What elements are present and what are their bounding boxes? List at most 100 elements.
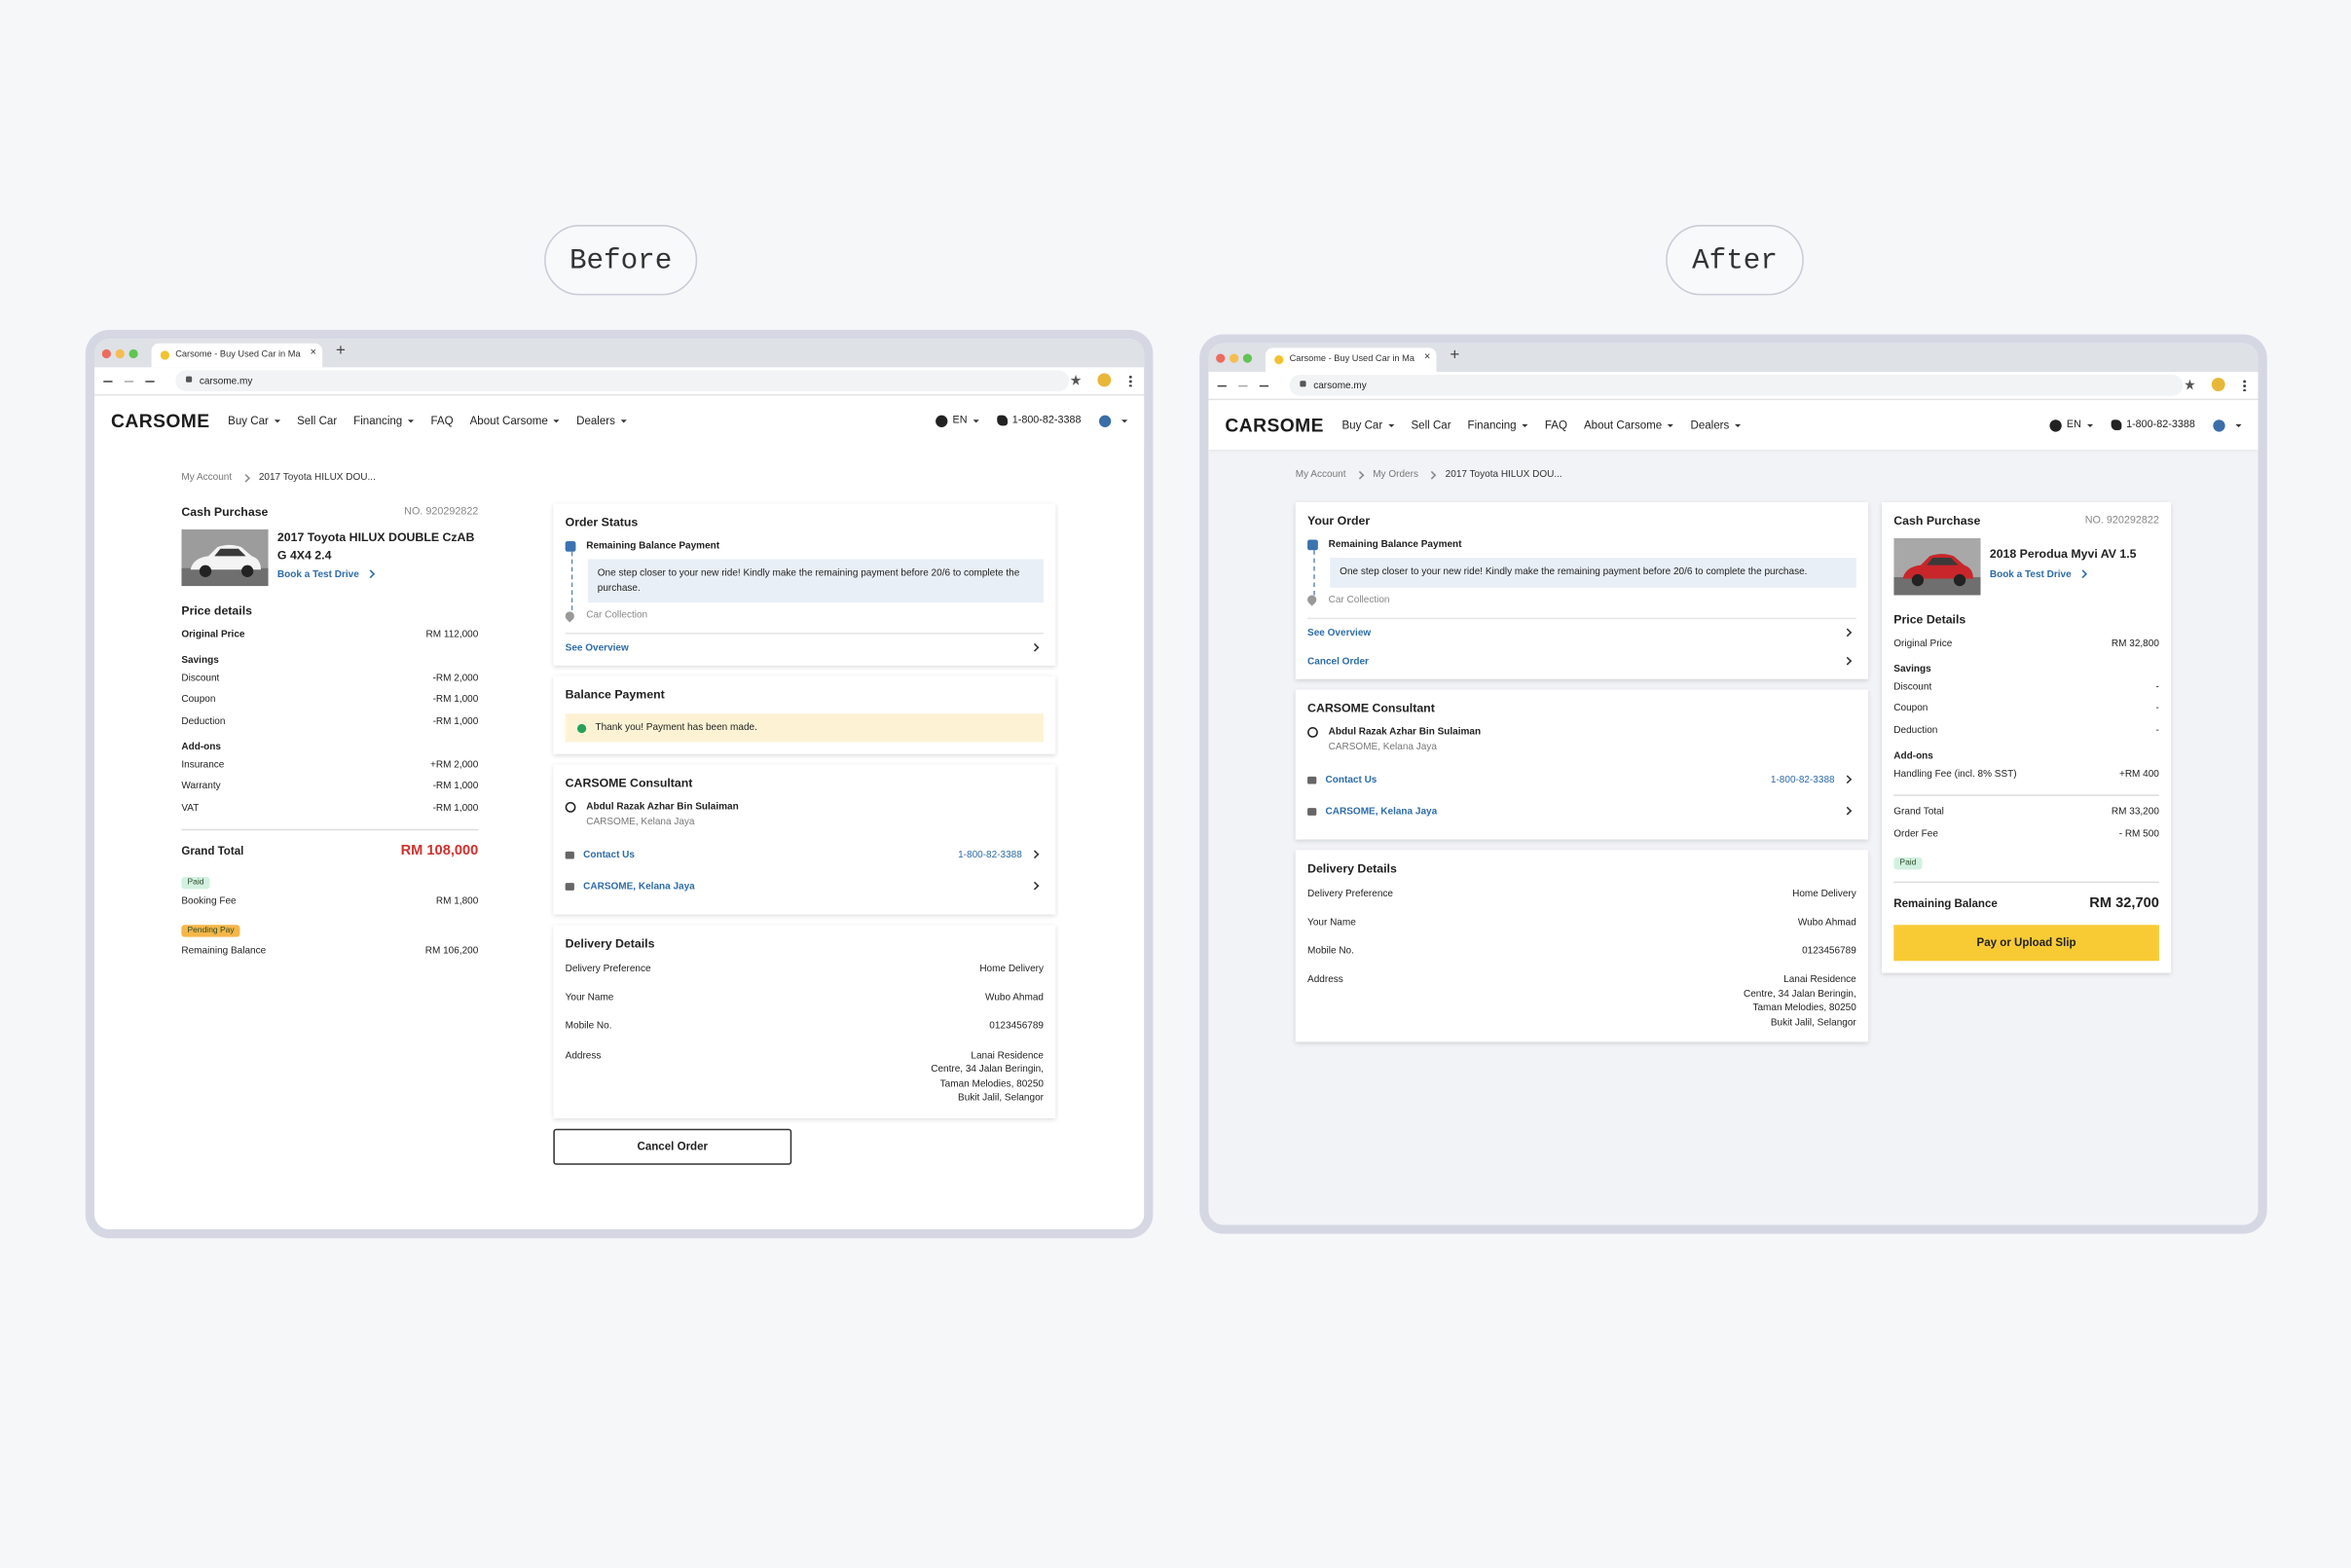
back-button[interactable] (1217, 384, 1227, 387)
price-label: Remaining Balance (1893, 895, 1998, 910)
nav-item[interactable]: FAQ (431, 414, 454, 427)
test-drive-link[interactable]: Book a Test Drive (277, 569, 478, 580)
forward-button[interactable] (124, 381, 134, 383)
url-field[interactable]: carsome.my (1289, 375, 2184, 396)
user-icon (1098, 414, 1112, 427)
car-info: 2018 Perodua Myvi AV 1.5 Book a Test Driv… (1990, 538, 2137, 596)
contact-row[interactable]: Contact Us 1-800-82-3388 (565, 840, 1044, 871)
detail-row: Mobile No. 0123456789 (1307, 944, 1856, 959)
browser-window: Carsome - Buy Used Car in Ma × + carsome.my… (85, 329, 1154, 1239)
nav-label: FAQ (430, 414, 454, 427)
profile-avatar[interactable] (2211, 378, 2225, 391)
nav-item[interactable]: About Carsome (1584, 419, 1674, 432)
url-field[interactable]: carsome.my (175, 370, 1070, 391)
pay-button[interactable]: Pay or Upload Slip (1893, 924, 2159, 961)
cancel-button[interactable]: Cancel Order (553, 1128, 792, 1165)
breadcrumb-separator (1427, 470, 1437, 479)
bookmark-star[interactable] (1070, 375, 1082, 385)
nav-item[interactable]: Dealers (576, 414, 628, 427)
account-menu[interactable] (1098, 414, 1128, 427)
logo[interactable]: CARSOME (110, 410, 210, 431)
detail-label: Address (565, 1050, 602, 1061)
summary-header: Cash Purchase NO. 920292822 (181, 505, 478, 519)
account-menu[interactable] (2213, 419, 2242, 431)
car-drawing (1893, 537, 1981, 596)
contact-phone: 1-800-82-3388 (958, 850, 1022, 861)
card-title: CARSOME Consultant (1307, 701, 1435, 714)
menu-dots[interactable] (2243, 379, 2247, 391)
detail-label: Your Name (1307, 917, 1356, 928)
price-label: Insurance (181, 759, 225, 771)
nav-item[interactable]: FAQ (1545, 419, 1567, 432)
browser-tab[interactable]: Carsome - Buy Used Car in Ma × (1265, 347, 1437, 372)
phone-icon (997, 415, 1009, 426)
language-selector[interactable]: EN (936, 414, 979, 427)
consultant-name: Abdul Razak Azhar Bin Sulaiman (1328, 726, 1482, 738)
detail-label: Address (1307, 974, 1343, 986)
breadcrumb-item[interactable]: My Orders (1373, 469, 1418, 480)
card-link[interactable]: See Overview (1307, 618, 1856, 646)
price-value: - (2155, 681, 2159, 693)
nav-item[interactable]: Dealers (1690, 419, 1742, 432)
new-tab[interactable]: + (336, 342, 346, 360)
card: Balance Payment Thank you! Payment has be… (553, 675, 1056, 754)
breadcrumb-separator (1355, 470, 1364, 479)
phone[interactable]: 1-800-82-3388 (2111, 419, 2195, 431)
reload-button[interactable] (145, 381, 155, 383)
nav-item[interactable]: Buy Car (1341, 419, 1395, 432)
phone[interactable]: 1-800-82-3388 (997, 415, 1081, 426)
back-button[interactable] (103, 381, 113, 383)
consultant-info: Abdul Razak Azhar Bin Sulaiman CARSOME, K… (1329, 726, 1482, 751)
location-row[interactable]: CARSOME, Kelana Jaya (1307, 795, 1856, 826)
nav-label: FAQ (1544, 418, 1568, 432)
chat-icon (565, 851, 574, 859)
user-icon (2213, 419, 2225, 431)
summary-column: Cash Purchase NO. 920292822 2017 Toyota HI… (181, 504, 479, 963)
price-row: Remaining Balance RM 32,700 (1893, 889, 2159, 917)
nav-item[interactable]: Buy Car (228, 414, 281, 427)
car-image (1893, 537, 1981, 596)
nav-item[interactable]: About Carsome (470, 414, 561, 427)
logo[interactable]: CARSOME (1225, 414, 1324, 436)
detail-value: Home Delivery (979, 964, 1044, 975)
bookmark-star[interactable] (2185, 379, 2195, 390)
menu-dots[interactable] (1128, 375, 1132, 387)
nav-item[interactable]: Financing (1468, 419, 1528, 432)
price-label: Coupon (1893, 703, 1929, 714)
card-link[interactable]: Cancel Order (1307, 647, 1856, 675)
price-label: Original Price (181, 629, 245, 640)
address-line: Centre, 34 Jalan Beringin, (931, 1064, 1044, 1076)
browser-tab[interactable]: Carsome - Buy Used Car in Ma × (151, 343, 323, 368)
card: Delivery Details Delivery Preference Home … (1295, 849, 1869, 1043)
chat-icon (1307, 776, 1317, 784)
dropdown-caret (621, 419, 628, 422)
price-row: Original Price RM 112,000 (181, 624, 478, 645)
forward-button[interactable] (1238, 384, 1248, 387)
profile-avatar[interactable] (1097, 373, 1112, 387)
tab-close[interactable]: × (1424, 351, 1431, 363)
language: EN (952, 415, 968, 426)
chevron (1842, 628, 1853, 638)
location-row[interactable]: CARSOME, Kelana Jaya (565, 871, 1044, 902)
nav-item[interactable]: Sell Car (1411, 419, 1451, 432)
price-value: RM 106,200 (424, 945, 479, 957)
price-heading: Savings (1893, 664, 1931, 675)
breadcrumb-item[interactable]: My Account (181, 472, 233, 483)
tab-close[interactable]: × (310, 347, 316, 359)
detail-label: Delivery Preference (1307, 888, 1393, 899)
card-link[interactable]: See Overview (566, 635, 1044, 663)
price-row: Original Price RM 32,800 (1893, 633, 2159, 654)
language-selector[interactable]: EN (2049, 419, 2094, 431)
nav-item[interactable]: Financing (353, 414, 415, 427)
nav-item[interactable]: Sell Car (297, 414, 337, 427)
version-label: After (1666, 225, 1804, 296)
contact-row[interactable]: Contact Us 1-800-82-3388 (1307, 764, 1856, 795)
price-label: Booking Fee (181, 896, 237, 908)
breadcrumb-item[interactable]: My Account (1295, 469, 1346, 480)
dropdown-caret (2235, 423, 2242, 427)
test-drive-link[interactable]: Book a Test Drive (1990, 569, 2137, 579)
address-bar: carsome.my (94, 367, 1145, 396)
person-icon (1307, 726, 1318, 738)
new-tab[interactable]: + (1450, 346, 1460, 365)
reload-button[interactable] (1259, 384, 1269, 387)
